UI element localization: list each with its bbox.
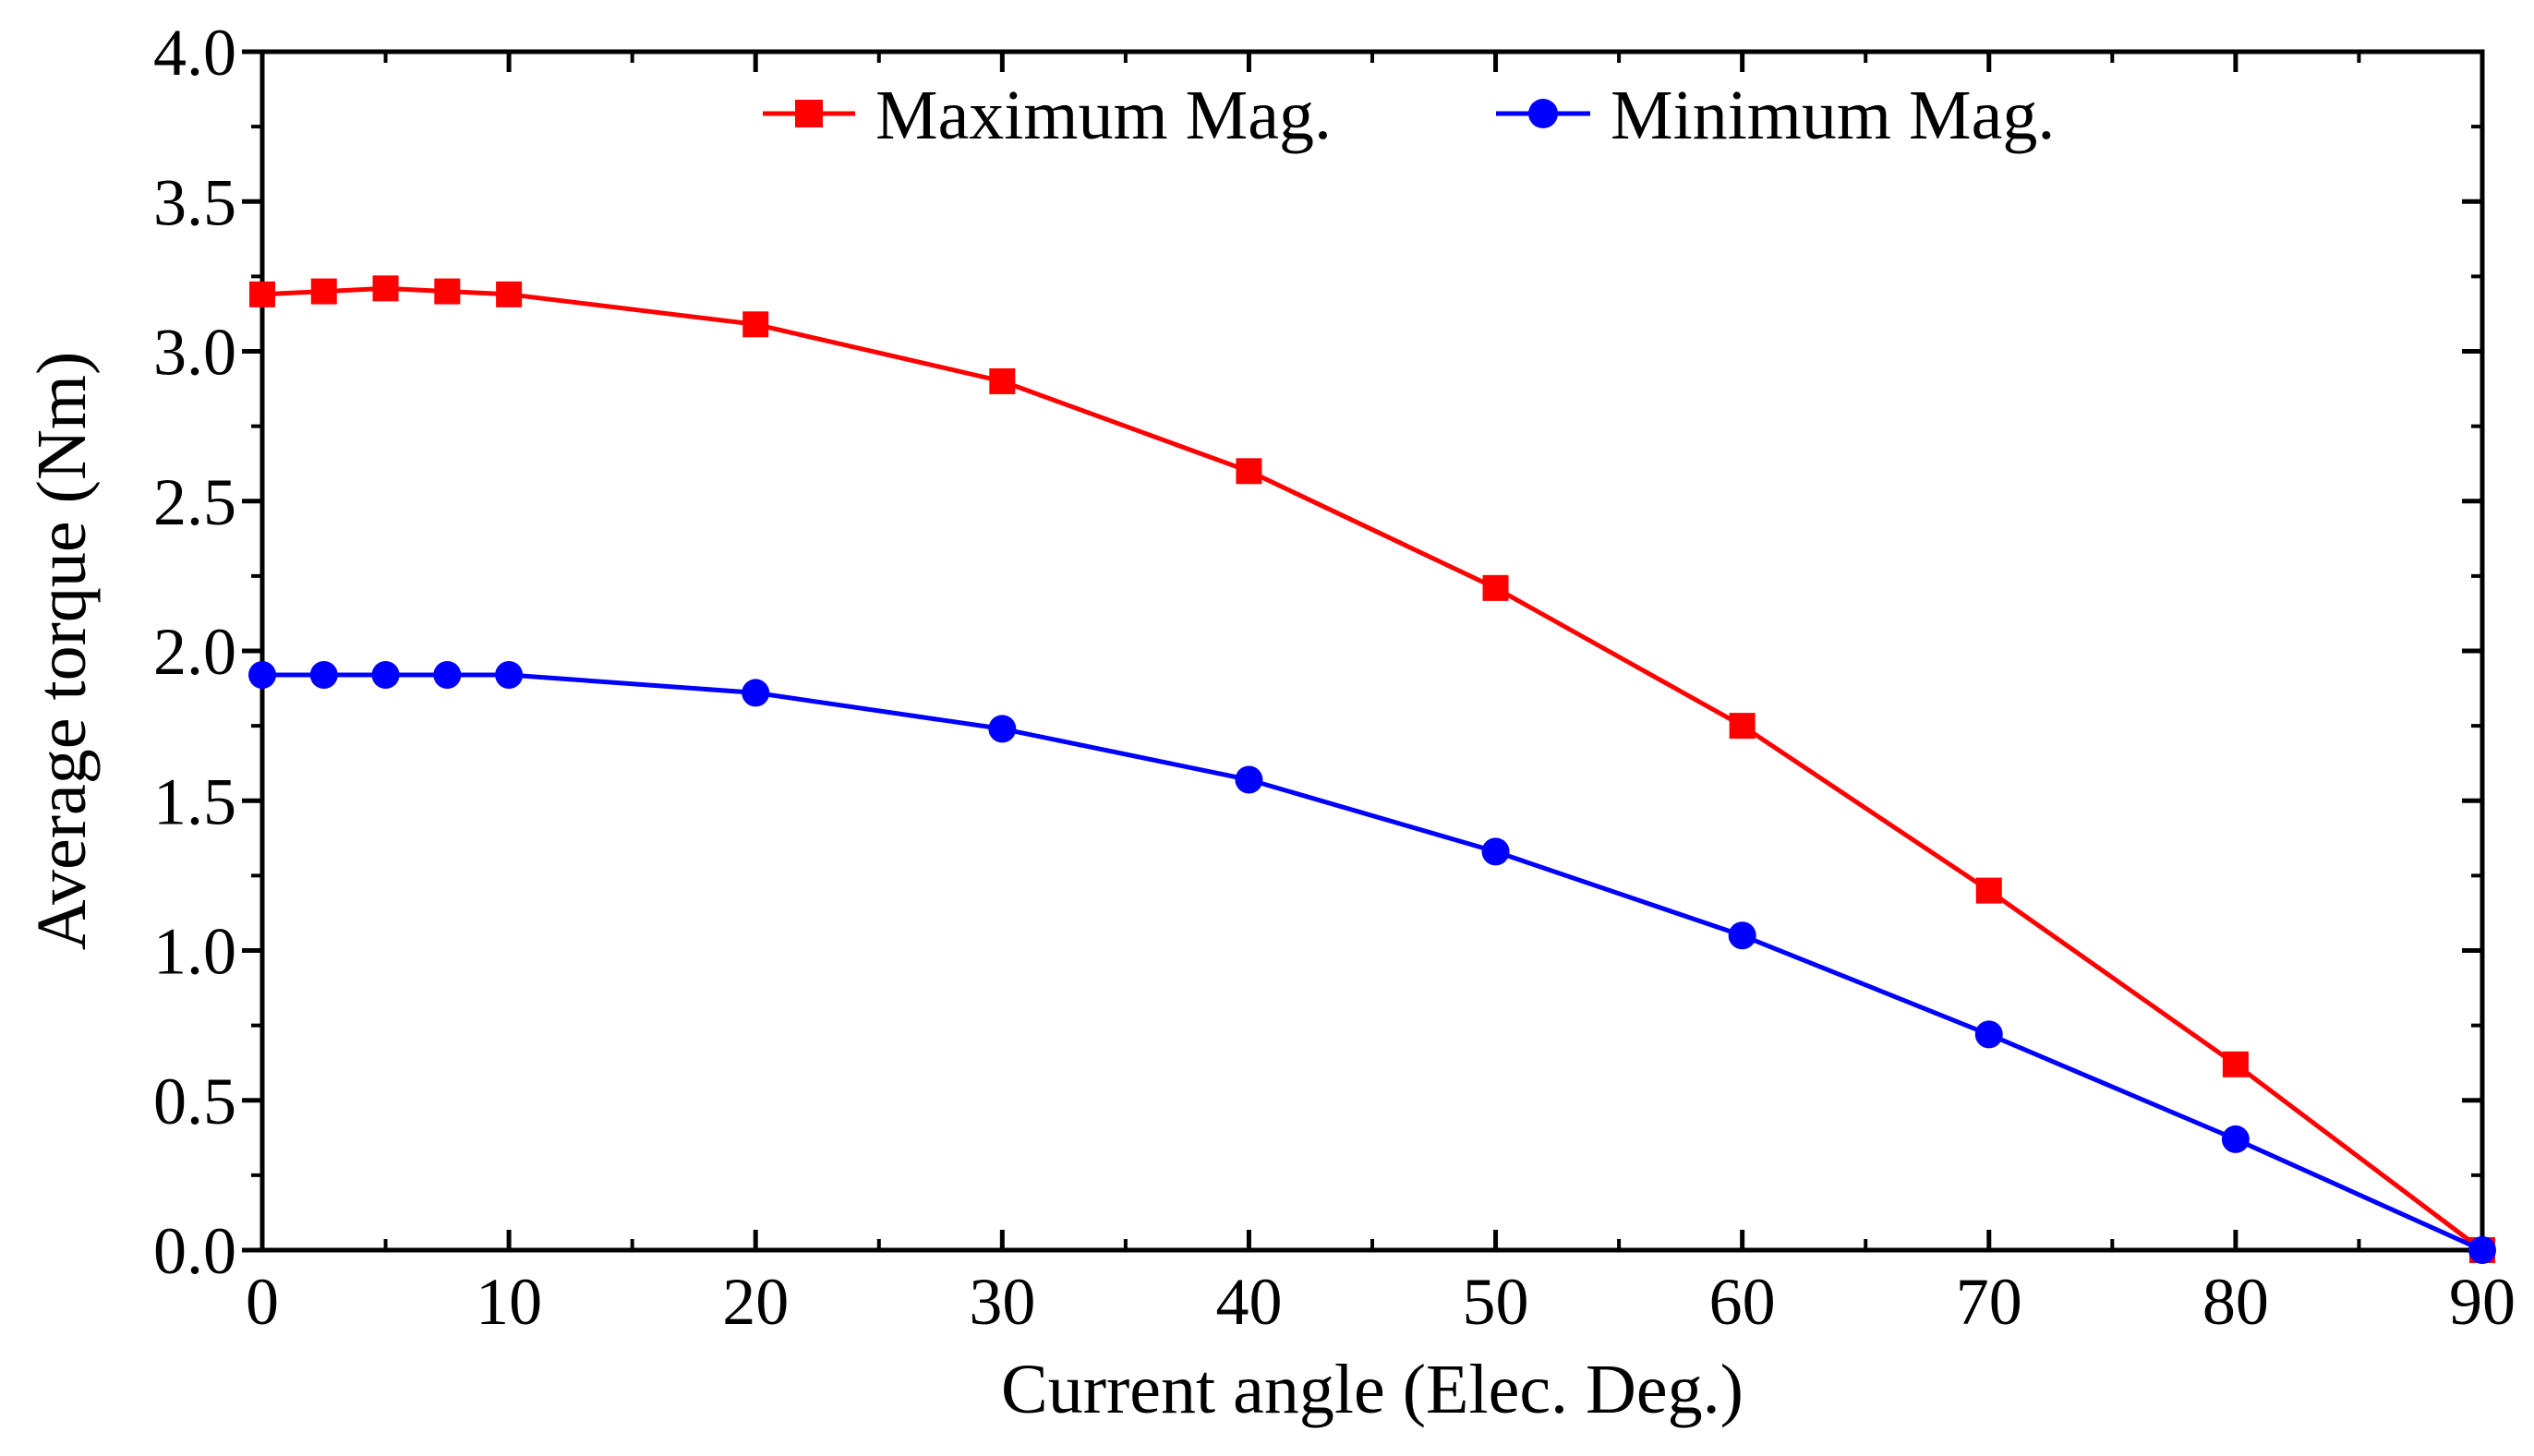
y-tick-label: 2.0 <box>153 615 236 689</box>
y-axis-label: Average torque (Nm) <box>23 352 101 951</box>
legend-label-min: Minimum Mag. <box>1611 77 2055 154</box>
series-line <box>261 285 2484 1252</box>
data-point <box>371 660 400 689</box>
data-point <box>248 660 276 689</box>
data-point <box>2221 1125 2250 1153</box>
y-tick-label: 1.0 <box>153 915 236 989</box>
y-tick-label: 2.5 <box>153 465 236 539</box>
data-point <box>1236 458 1262 485</box>
data-point <box>249 281 275 307</box>
y-tick-labels: 0.0 0.5 1.0 1.5 2.0 2.5 3.0 3.5 4.0 <box>153 16 236 1288</box>
x-tick-label: 10 <box>476 1265 542 1339</box>
data-point <box>433 660 462 689</box>
data-point <box>434 278 461 305</box>
data-point <box>1975 877 2002 904</box>
y-tick-label: 4.0 <box>153 16 236 90</box>
data-point <box>1974 1020 2003 1049</box>
x-tick-label: 60 <box>1709 1265 1776 1339</box>
x-tick-label: 80 <box>2202 1265 2269 1339</box>
x-tick-label: 30 <box>969 1265 1035 1339</box>
data-point <box>988 715 1017 743</box>
x-tick-label: 0 <box>246 1265 279 1339</box>
x-tick-label: 20 <box>722 1265 789 1339</box>
y-tick-label: 3.0 <box>153 316 236 390</box>
data-point <box>742 679 770 707</box>
x-tick-label: 50 <box>1463 1265 1529 1339</box>
data-point <box>310 278 337 305</box>
data-point <box>742 311 769 338</box>
y-tick-label: 0.5 <box>153 1065 236 1138</box>
series-minimum-mag <box>248 660 2496 1264</box>
data-point <box>1235 765 1263 794</box>
data-point <box>989 367 1016 394</box>
data-point <box>309 660 338 689</box>
data-point <box>495 660 524 689</box>
x-tick-label: 90 <box>2449 1265 2516 1339</box>
major-ticks <box>242 49 2485 1253</box>
series-layer <box>248 275 2496 1264</box>
x-tick-label: 40 <box>1215 1265 1282 1339</box>
series-maximum-mag <box>249 275 2495 1263</box>
data-point <box>1481 837 1510 866</box>
plot-frame <box>259 49 2485 1253</box>
legend-marker-min <box>1528 99 1558 128</box>
data-point <box>372 275 399 302</box>
y-tick-label: 3.5 <box>153 165 236 239</box>
y-tick-label: 1.5 <box>153 764 236 838</box>
legend: Maximum Mag. Minimum Mag. <box>763 77 2055 154</box>
y-tick-label: 0.0 <box>153 1214 236 1288</box>
legend-marker-max <box>795 100 823 127</box>
data-point <box>2222 1051 2249 1077</box>
data-point <box>1729 713 1756 740</box>
minor-ticks <box>251 52 2482 1250</box>
x-tick-labels: 0 10 20 30 40 50 60 70 80 90 <box>246 1265 2516 1339</box>
x-tick-label: 70 <box>1956 1265 2022 1339</box>
x-axis-label: Current angle (Elec. Deg.) <box>1001 1351 1744 1428</box>
data-point <box>1482 574 1509 601</box>
series-line <box>262 672 2484 1253</box>
legend-label-max: Maximum Mag. <box>875 77 1332 154</box>
data-point <box>496 281 523 307</box>
data-point <box>2468 1236 2496 1264</box>
data-point <box>1728 921 1756 950</box>
